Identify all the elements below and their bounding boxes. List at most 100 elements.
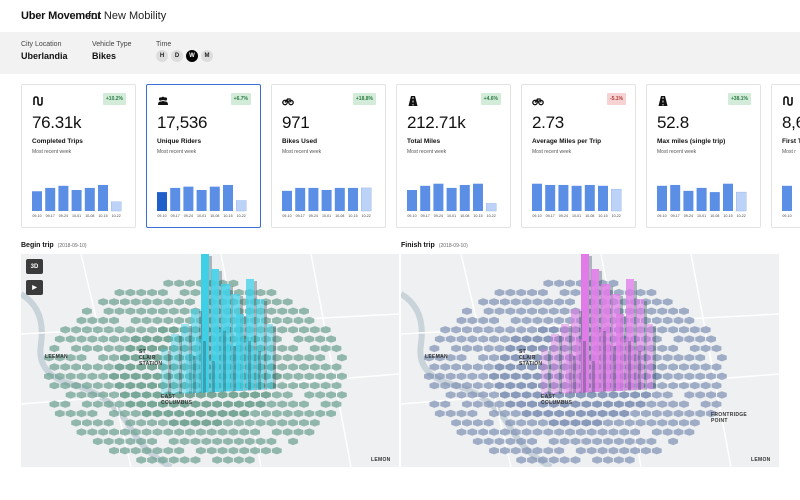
bar[interactable] — [485, 203, 497, 212]
hex-cell — [613, 400, 624, 408]
vehicle-filter[interactable]: Vehicle Type Bikes — [92, 41, 132, 61]
bar[interactable] — [473, 183, 483, 211]
bar[interactable] — [110, 201, 122, 212]
bar[interactable] — [282, 190, 292, 211]
begin-trip-map[interactable]: LEEMAN ST CLAIR STATION EAST COLUMBUS LEMON… — [21, 254, 399, 467]
toggle-3d-button[interactable]: 3D — [26, 259, 43, 274]
city-filter[interactable]: City Location Uberlandia — [21, 41, 68, 61]
bar[interactable] — [657, 185, 667, 211]
metric-card[interactable]: +4.6% 212.71k Total Miles Most recent week 0… — [396, 84, 511, 228]
bar[interactable] — [196, 190, 207, 211]
hex-cell — [103, 307, 114, 315]
bar[interactable] — [98, 184, 108, 211]
bar[interactable] — [360, 187, 372, 212]
map-canvas[interactable] — [21, 254, 399, 467]
bar[interactable] — [209, 186, 220, 211]
vehicle-filter-value[interactable]: Bikes — [92, 51, 117, 61]
bar[interactable] — [235, 200, 247, 212]
metric-card[interactable]: -5.1% 2.73 Average Miles per Trip Most rece… — [521, 84, 636, 228]
hex-cell — [320, 363, 331, 371]
bar[interactable] — [571, 185, 582, 211]
bar[interactable] — [84, 187, 95, 211]
bar[interactable] — [532, 183, 542, 211]
bar[interactable] — [735, 191, 747, 212]
bar[interactable] — [223, 184, 233, 211]
metric-card[interactable]: +18.8% 971 Bikes Used Most recent week 09-10… — [271, 84, 386, 228]
bar[interactable] — [709, 192, 720, 211]
brand-logo[interactable]: Uber Movement — [21, 10, 101, 22]
column-shadow — [254, 281, 257, 391]
bar[interactable] — [782, 185, 792, 211]
bar[interactable] — [670, 184, 681, 211]
hex-cell — [331, 400, 342, 408]
bar[interactable] — [58, 185, 69, 211]
time-option-m[interactable]: M — [201, 50, 213, 62]
hex-cell — [141, 372, 152, 380]
extruded-column — [171, 334, 179, 394]
bar[interactable] — [459, 184, 470, 211]
metric-card[interactable]: +6.7% 17,536 Unique Riders Most recent week… — [146, 84, 261, 228]
bar[interactable] — [32, 191, 42, 211]
hex-cell — [271, 428, 282, 436]
hex-cell — [163, 279, 174, 287]
play-button[interactable]: ▶ — [26, 280, 43, 295]
metric-card[interactable]: +10.2% 76.31k Completed Trips Most recent w… — [21, 84, 136, 228]
hex-cell — [228, 428, 239, 436]
hex-cell — [478, 428, 489, 436]
bar[interactable] — [584, 184, 595, 211]
hex-cell — [223, 400, 233, 408]
bar[interactable] — [407, 190, 417, 211]
hex-cell — [125, 288, 136, 297]
hex-cell — [141, 409, 152, 418]
hex-cell — [299, 363, 309, 371]
bar[interactable] — [558, 184, 569, 211]
finish-trip-map[interactable]: LEEMAN ST CLAIR STATION EAST COLUMBUS FRONT… — [401, 254, 779, 467]
bar[interactable] — [433, 183, 444, 211]
time-option-h[interactable]: H — [156, 50, 168, 62]
bar[interactable] — [446, 187, 457, 211]
bar[interactable] — [683, 190, 694, 211]
time-option-w[interactable]: W — [186, 50, 198, 62]
metric-card[interactable]: +38.1% 52.8 Max miles (single trip) Most re… — [646, 84, 761, 228]
hex-cell — [673, 316, 684, 325]
hex-cell — [109, 409, 119, 418]
hex-cell — [147, 456, 157, 464]
metric-card[interactable]: 8,6 First T Most r 09-10 — [771, 84, 800, 228]
bar[interactable] — [696, 187, 707, 211]
bar[interactable] — [545, 184, 556, 211]
bar[interactable] — [308, 187, 319, 211]
extruded-column — [251, 349, 258, 390]
hex-cell — [299, 326, 309, 334]
bar[interactable] — [183, 186, 194, 211]
bar[interactable] — [420, 185, 431, 211]
bar[interactable] — [610, 188, 622, 212]
hex-cell — [147, 326, 157, 334]
hex-cell — [657, 344, 668, 353]
bar[interactable] — [170, 187, 181, 211]
tick-label: 09-10 — [32, 214, 41, 218]
hex-cell — [603, 419, 613, 427]
hex-cell — [565, 428, 575, 436]
bar[interactable] — [45, 187, 56, 211]
bar[interactable] — [334, 187, 345, 211]
hex-cell — [489, 428, 499, 436]
bar[interactable] — [321, 190, 332, 211]
city-filter-value[interactable]: Uberlandia — [21, 51, 68, 61]
hex-cell — [163, 354, 174, 362]
hex-cell — [250, 409, 260, 418]
metric-cards: +10.2% 76.31k Completed Trips Most recent w… — [21, 84, 800, 228]
hex-cell — [168, 381, 179, 390]
bar[interactable] — [295, 187, 306, 211]
hex-cell — [570, 400, 581, 408]
bar[interactable] — [598, 185, 608, 211]
metric-value: 8,6 — [782, 113, 800, 132]
map-canvas[interactable] — [401, 254, 779, 467]
time-option-d[interactable]: D — [171, 50, 183, 62]
bar[interactable] — [157, 192, 167, 211]
hex-cell — [543, 316, 554, 325]
bar[interactable] — [348, 187, 358, 211]
hex-cell — [624, 437, 635, 446]
bar[interactable] — [723, 183, 733, 211]
bar[interactable] — [71, 190, 82, 211]
hex-cell — [624, 419, 635, 427]
